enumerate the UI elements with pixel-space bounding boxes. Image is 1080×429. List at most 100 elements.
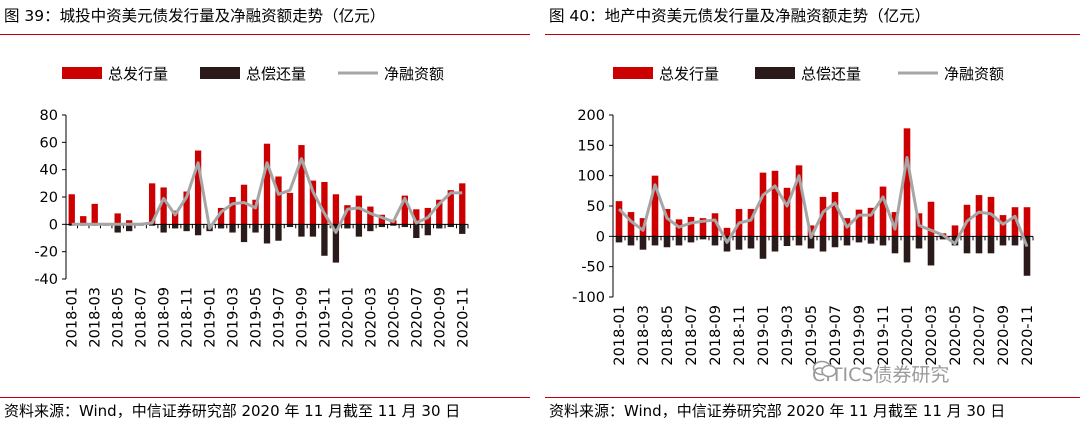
bar-repayment bbox=[1011, 236, 1019, 246]
y-tick-label: -50 bbox=[581, 260, 605, 276]
bar-issuance bbox=[1023, 207, 1031, 237]
bar-repayment bbox=[807, 236, 815, 249]
x-tick-label: 2019-03 bbox=[226, 287, 242, 348]
bar-repayment bbox=[263, 224, 271, 244]
bar-issuance bbox=[723, 227, 731, 237]
legend-label: 总偿还量 bbox=[246, 65, 306, 83]
bar-issuance bbox=[447, 190, 454, 225]
bar-issuance bbox=[286, 192, 294, 225]
y-tick-label: -100 bbox=[572, 290, 605, 306]
x-tick-label: 2019-07 bbox=[828, 305, 844, 366]
legend-label: 总发行量 bbox=[659, 65, 719, 83]
bar-repayment bbox=[436, 224, 443, 229]
x-tick-label: 2020-01 bbox=[900, 305, 916, 366]
chart-40-plot: 总发行量 总偿还量 净融资额 200 150 100 50 0 -50 -100 2018-01 20… bbox=[572, 65, 1036, 366]
bar-issuance bbox=[999, 215, 1007, 237]
x-tick-label: 2019-11 bbox=[876, 305, 892, 366]
bar-issuance bbox=[627, 212, 635, 237]
bar-issuance bbox=[298, 145, 305, 225]
title-divider bbox=[545, 34, 1080, 35]
bar-issuance bbox=[747, 209, 755, 237]
y-tick-label: 60 bbox=[40, 135, 58, 151]
bar-repayment bbox=[229, 224, 236, 233]
x-tick-label: 2018-11 bbox=[732, 305, 748, 366]
x-tick-label: 2019-01 bbox=[756, 305, 772, 366]
x-tick-label: 2020-07 bbox=[972, 305, 988, 366]
bar-repayment bbox=[615, 236, 623, 243]
x-tick-label: 2019-09 bbox=[852, 305, 868, 366]
bar-repayment bbox=[915, 236, 923, 249]
bar-issuance bbox=[148, 183, 156, 225]
bar-issuance bbox=[240, 184, 248, 225]
x-tick-label: 2020-05 bbox=[948, 305, 964, 366]
bar-repayment bbox=[447, 224, 454, 228]
source-divider bbox=[0, 397, 530, 398]
bar-issuance bbox=[413, 209, 420, 225]
bar-repayment bbox=[240, 224, 248, 243]
bar-repayment bbox=[819, 236, 827, 252]
bar-repayment bbox=[987, 236, 995, 254]
x-tick-label: 2018-11 bbox=[180, 287, 196, 348]
bar-issuance bbox=[771, 170, 779, 237]
bar-repayment bbox=[367, 224, 374, 232]
title-divider bbox=[0, 34, 530, 35]
x-tick-label: 2019-01 bbox=[203, 287, 219, 348]
y-tick-label: -20 bbox=[34, 245, 58, 261]
bar-repayment bbox=[390, 224, 397, 226]
bar-issuance bbox=[951, 225, 959, 237]
watermark: CITICS债券研究 bbox=[812, 360, 949, 387]
x-tick-label: 2018-03 bbox=[88, 287, 104, 348]
bar-repayment bbox=[252, 224, 259, 233]
bar-repayment bbox=[171, 224, 179, 229]
bar-repayment bbox=[879, 236, 887, 246]
x-tick-label: 2020-05 bbox=[386, 287, 402, 348]
bar-repayment bbox=[275, 224, 282, 241]
bar-repayment bbox=[699, 236, 707, 240]
bar-issuance bbox=[367, 206, 374, 225]
bar-issuance bbox=[344, 205, 351, 225]
bar-issuance bbox=[321, 181, 328, 225]
bar-repayment bbox=[843, 236, 851, 246]
x-tick-label: 2018-01 bbox=[65, 287, 81, 348]
bar-issuance bbox=[711, 213, 719, 237]
x-tick-label: 2018-07 bbox=[134, 287, 150, 348]
x-tick-label: 2020-01 bbox=[340, 287, 356, 348]
bar-repayment bbox=[759, 236, 767, 259]
y-tick-label: 150 bbox=[577, 138, 605, 154]
chart-panel-39: 图 39：城投中资美元债发行量及净融资额走势（亿元） 总发行量 总偿还量 净融资额 8… bbox=[0, 7, 530, 420]
bar-issuance bbox=[355, 195, 363, 225]
bar-issuance bbox=[263, 143, 271, 225]
x-tick-label: 2018-01 bbox=[612, 305, 628, 366]
chart-source: 资料来源：Wind，中信证券研究部 2020 年 11 月截至 11 月 30 … bbox=[549, 402, 1006, 420]
bar-issuance bbox=[436, 199, 443, 225]
y-tick-label: 100 bbox=[577, 169, 605, 185]
x-tick-label: 2020-11 bbox=[1020, 305, 1036, 366]
bar-issuance bbox=[651, 175, 659, 237]
bar-repayment bbox=[723, 236, 731, 252]
y-tick-label: 20 bbox=[40, 190, 58, 206]
bar-repayment bbox=[298, 224, 305, 237]
legend-swatch-1 bbox=[613, 67, 653, 79]
chart-title: 图 40：地产中资美元债发行量及净融资额走势（亿元） bbox=[549, 7, 931, 25]
bar-repayment bbox=[651, 236, 659, 246]
x-tick-label: 2019-11 bbox=[317, 287, 333, 348]
bar-repayment bbox=[963, 236, 971, 254]
bar-issuance bbox=[867, 207, 875, 237]
bar-repayment bbox=[160, 224, 167, 233]
bar-repayment bbox=[831, 236, 839, 248]
bar-repayment bbox=[927, 236, 935, 266]
bar-issuance bbox=[819, 196, 827, 237]
bar-issuance bbox=[217, 207, 225, 225]
bar-issuance bbox=[459, 183, 466, 225]
bar-repayment bbox=[891, 236, 899, 254]
x-tick-label: 2019-05 bbox=[249, 287, 265, 348]
chart-source: 资料来源：Wind，中信证券研究部 2020 年 11 月截至 11 月 30 … bbox=[4, 402, 461, 420]
x-tick-label: 2018-07 bbox=[684, 305, 700, 366]
y-tick-label: 0 bbox=[596, 229, 605, 245]
bar-repayment bbox=[903, 236, 911, 263]
x-tick-label: 2020-03 bbox=[363, 287, 379, 348]
watermark-text: CITICS债券研究 bbox=[812, 364, 950, 386]
wechat-icon bbox=[812, 360, 837, 378]
legend-label: 总发行量 bbox=[108, 65, 168, 83]
y-tick-label: 50 bbox=[587, 199, 605, 215]
